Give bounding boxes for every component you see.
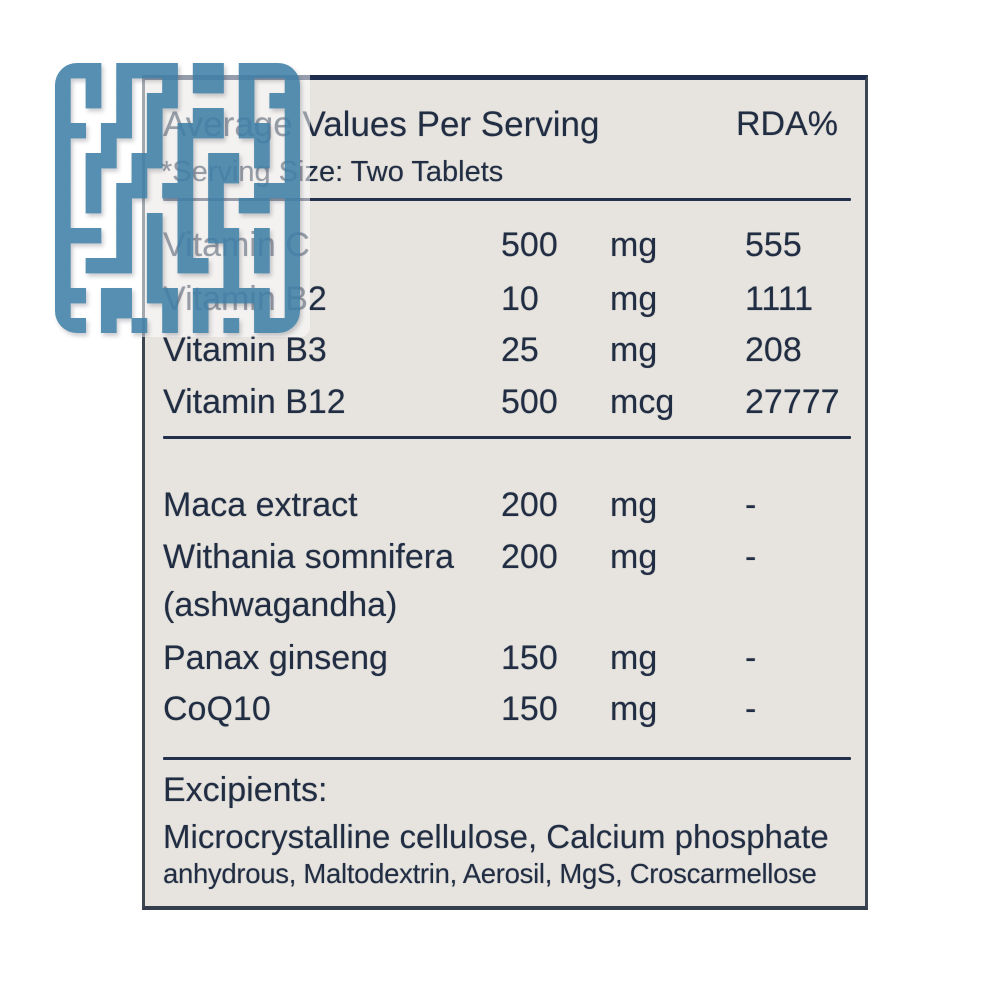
unit-label: mg bbox=[610, 486, 658, 524]
rda-value: 27777 bbox=[745, 383, 840, 421]
ingredient-name: Panax ginseng bbox=[163, 639, 388, 677]
divider-top bbox=[163, 198, 851, 201]
divider-bottom bbox=[163, 757, 851, 760]
unit-label: mcg bbox=[610, 383, 675, 421]
excipients-title: Excipients: bbox=[163, 771, 328, 809]
table-row: Maca extract 200 mg - bbox=[145, 486, 871, 526]
excipients-line-1: Microcrystalline cellulose, Calcium phos… bbox=[163, 818, 829, 855]
amount-value: 10 bbox=[501, 280, 539, 318]
rda-value: 555 bbox=[745, 226, 802, 264]
amount-value: 500 bbox=[501, 383, 558, 421]
amount-value: 200 bbox=[501, 538, 558, 576]
table-row: Vitamin B3 25 mg 208 bbox=[145, 331, 871, 371]
ingredient-name: Vitamin B3 bbox=[163, 331, 327, 369]
unit-label: mg bbox=[610, 280, 658, 318]
rda-value: - bbox=[745, 486, 757, 524]
rda-value: 1111 bbox=[745, 280, 814, 318]
amount-value: 25 bbox=[501, 331, 539, 369]
table-row: Panax ginseng 150 mg - bbox=[145, 639, 871, 679]
divider-middle bbox=[163, 436, 851, 439]
table-row: Vitamin B12 500 mcg 27777 bbox=[145, 383, 871, 423]
amount-value: 200 bbox=[501, 486, 558, 524]
unit-label: mg bbox=[610, 538, 658, 576]
unit-label: mg bbox=[610, 226, 658, 264]
excipients-line-2: anhydrous, Maltodextrin, Aerosil, MgS, C… bbox=[163, 858, 817, 889]
amount-value: 150 bbox=[501, 639, 558, 677]
watermark bbox=[40, 50, 310, 337]
rda-value: - bbox=[745, 639, 757, 677]
amount-value: 500 bbox=[501, 226, 558, 264]
rda-value: 208 bbox=[745, 331, 802, 369]
ingredient-name: CoQ10 bbox=[163, 690, 271, 728]
ingredient-name: Vitamin B12 bbox=[163, 383, 346, 421]
ingredient-name: Maca extract bbox=[163, 486, 358, 524]
ingredient-name: Withania somnifera bbox=[163, 538, 455, 576]
rda-value: - bbox=[745, 690, 757, 728]
unit-label: mg bbox=[610, 331, 658, 369]
table-row: Withania somnifera (ashwagandha) 200 mg … bbox=[145, 538, 871, 630]
unit-label: mg bbox=[610, 639, 658, 677]
ingredient-name-continued: (ashwagandha) bbox=[163, 586, 398, 624]
amount-value: 150 bbox=[501, 690, 558, 728]
table-row: CoQ10 150 mg - bbox=[145, 690, 871, 730]
rda-value: - bbox=[745, 538, 757, 576]
unit-label: mg bbox=[610, 690, 658, 728]
rda-column-header: RDA% bbox=[736, 105, 839, 143]
